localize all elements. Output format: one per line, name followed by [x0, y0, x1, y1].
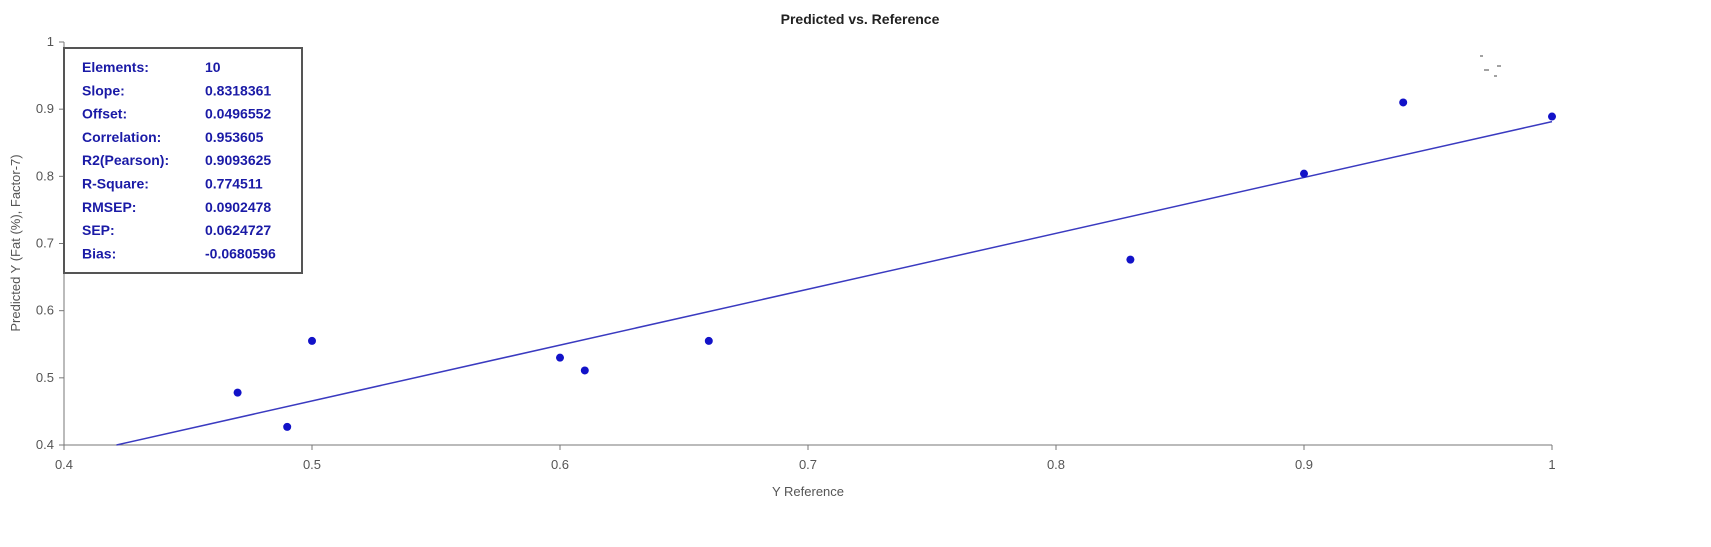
top-right-marks — [1480, 55, 1501, 77]
x-tick-label: 1 — [1548, 457, 1555, 472]
y-tick-label: 1 — [47, 34, 54, 49]
data-point — [580, 366, 589, 375]
data-point — [556, 353, 564, 362]
stats-label: Elements: — [82, 59, 149, 75]
stats-box-border — [63, 47, 303, 274]
stats-value: 0.953605 — [205, 129, 264, 145]
x-ticks: 0.4 0.5 0.6 0.7 0.8 0.9 1 — [55, 445, 1556, 472]
y-tick-label: 0.7 — [36, 236, 54, 251]
stats-label: Offset: — [82, 106, 127, 122]
fit-layer — [116, 120, 1553, 446]
stats-value: 0.9093625 — [205, 152, 271, 168]
data-point — [1399, 98, 1408, 107]
data-point — [308, 336, 316, 345]
y-tick-label: 0.6 — [36, 303, 54, 318]
regression-line — [116, 120, 1553, 446]
stats-label: Bias: — [82, 245, 116, 261]
x-tick-label: 0.5 — [303, 457, 321, 472]
plot-area: 0.4 0.5 0.6 0.7 0.8 0.9 1 0.4 0.5 0.6 0.7 0.8 0.9 1 — [36, 34, 1556, 472]
data-point — [1548, 112, 1556, 121]
stats-value: -0.0680596 — [205, 245, 276, 261]
data-point — [704, 336, 713, 345]
stats-label: Slope: — [82, 82, 125, 98]
y-tick-label: 0.9 — [36, 101, 54, 116]
y-tick-label: 0.4 — [36, 437, 54, 452]
x-tick-label: 0.4 — [55, 457, 73, 472]
x-tick-label: 0.6 — [551, 457, 569, 472]
y-tick-label: 0.5 — [36, 370, 54, 385]
x-axis-label: Y Reference — [772, 484, 844, 499]
data-point — [283, 422, 292, 431]
data-point — [233, 388, 242, 397]
y-ticks: 0.4 0.5 0.6 0.7 0.8 0.9 1 — [36, 34, 64, 452]
x-tick-label: 0.9 — [1295, 457, 1313, 472]
stats-label: R-Square: — [82, 176, 149, 192]
x-tick-label: 0.7 — [799, 457, 817, 472]
stats-label: SEP: — [82, 222, 115, 238]
chart-title: Predicted vs. Reference — [781, 11, 940, 27]
data-point — [1126, 255, 1135, 264]
stats-value: 0.8318361 — [205, 82, 271, 98]
y-axis-label: Predicted Y (Fat (%), Factor-7) — [8, 154, 23, 331]
x-tick-label: 0.8 — [1047, 457, 1065, 472]
stats-label: R2(Pearson): — [82, 152, 169, 168]
points-layer — [233, 98, 1556, 431]
stats-label: Correlation: — [82, 129, 161, 145]
stats-value: 0.0902478 — [205, 199, 271, 215]
y-tick-label: 0.8 — [36, 168, 54, 183]
stats-value: 0.0496552 — [205, 106, 271, 122]
stats-label: RMSEP: — [82, 199, 136, 215]
stats-value: 0.0624727 — [205, 222, 271, 238]
stats-value: 0.774511 — [205, 176, 263, 192]
stats-rows: Elements: 10 Slope: 0.8318361 Offset: 0.04965… — [82, 59, 276, 261]
data-point — [1300, 169, 1308, 178]
stats-value: 10 — [205, 59, 221, 75]
stats-box: Elements: 10 Slope: 0.8318361 Offset: 0.04965… — [63, 47, 303, 274]
